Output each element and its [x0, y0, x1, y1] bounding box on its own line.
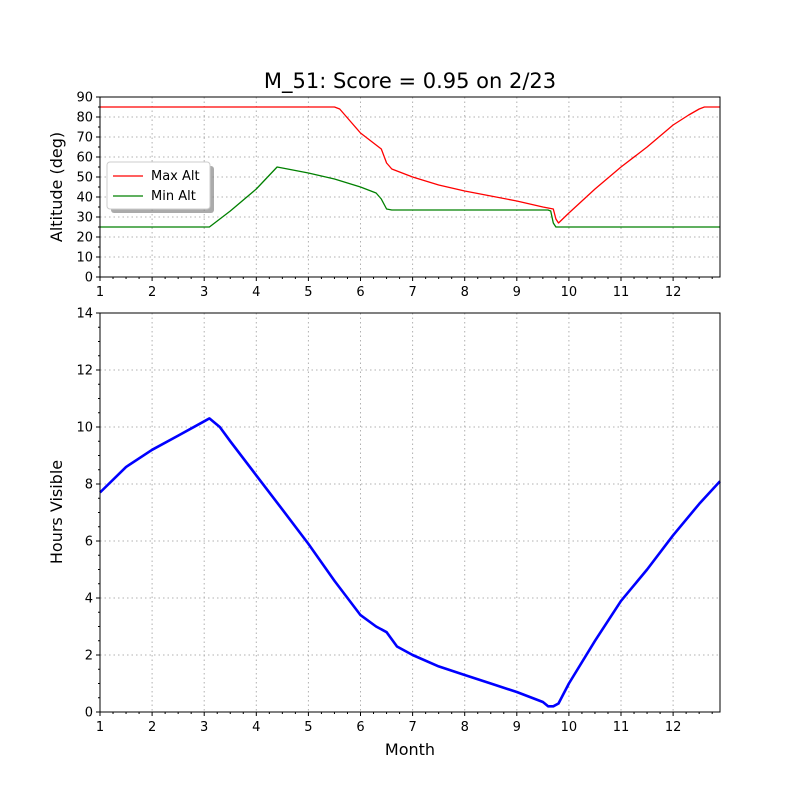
- altitude-line-min-alt: [100, 166, 720, 228]
- hours-plot-frame: [99, 312, 721, 713]
- figure-title: M_51: Score = 0.95 on 2/23: [264, 69, 556, 94]
- hours-x-tick-label: 4: [252, 720, 260, 735]
- hours-x-tick-label: 3: [200, 720, 208, 735]
- altitude-y-tick-label: 30: [76, 211, 93, 226]
- altitude-x-tick-label: 5: [304, 285, 312, 300]
- hours-x-tick-label: 7: [408, 720, 416, 735]
- legend-box: [106, 161, 211, 210]
- hours-y-tick-label: 6: [85, 535, 93, 550]
- legend-label-min-alt: Min Alt: [151, 189, 196, 204]
- altitude-x-tick-label: 4: [252, 285, 260, 300]
- altitude-x-tick-label: 12: [665, 285, 682, 300]
- altitude-legend: Max Alt Min Alt: [106, 161, 214, 213]
- hours-y-tick-label: 10: [76, 421, 93, 436]
- hours-x-tick-label: 5: [304, 720, 312, 735]
- hours-x-tick-label: 9: [513, 720, 521, 735]
- altitude-x-tick-label: 8: [461, 285, 469, 300]
- altitude-x-tick-label: 6: [356, 285, 364, 300]
- hours-x-tick-label: 10: [561, 720, 578, 735]
- altitude-y-tick-label: 70: [76, 131, 93, 146]
- hours-x-tick-label: 1: [96, 720, 104, 735]
- altitude-x-tick-label: 11: [613, 285, 630, 300]
- hours-x-tick-label: 8: [461, 720, 469, 735]
- hours-x-tick-label: 11: [613, 720, 630, 735]
- hours-line-series-0: [99, 417, 721, 708]
- altitude-y-tick-label: 0: [85, 271, 93, 286]
- altitude-x-tick-label: 3: [200, 285, 208, 300]
- altitude-grid: [99, 96, 720, 278]
- altitude-y-tick-label: 80: [76, 111, 93, 126]
- altitude-plot-frame: [99, 96, 721, 278]
- hours-x-tick-label: 6: [356, 720, 364, 735]
- altitude-y-tick-label: 10: [76, 251, 93, 266]
- hours-y-tick-label: 0: [85, 706, 93, 721]
- altitude-x-tick-label: 2: [148, 285, 156, 300]
- hours-grid: [99, 312, 720, 713]
- altitude-y-tick-label: 20: [76, 231, 93, 246]
- altitude-x-tick-label: 7: [408, 285, 416, 300]
- altitude-y-tick-label: 90: [76, 91, 93, 106]
- hours-x-axis-label: Month: [385, 740, 435, 759]
- legend-label-max-alt: Max Alt: [151, 169, 200, 184]
- hours-series: [99, 417, 721, 708]
- hours-y-axis-label: Hours Visible: [47, 460, 66, 564]
- altitude-y-tick-label: 50: [76, 171, 93, 186]
- altitude-y-axis-label: Altitude (deg): [47, 132, 66, 242]
- hours-x-tick-label: 12: [665, 720, 682, 735]
- altitude-x-tick-label: 9: [513, 285, 521, 300]
- hours-y-tick-label: 12: [76, 364, 93, 379]
- hours-y-tick-label: 2: [85, 649, 93, 664]
- altitude-y-tick-label: 40: [76, 191, 93, 206]
- altitude-x-tick-label: 10: [561, 285, 578, 300]
- altitude-x-tick-label: 1: [96, 285, 104, 300]
- altitude-y-tick-label: 60: [76, 151, 93, 166]
- hours-y-tick-label: 14: [76, 307, 93, 322]
- hours-y-tick-label: 4: [85, 592, 93, 607]
- hours-y-tick-label: 8: [85, 478, 93, 493]
- hours-x-tick-label: 2: [148, 720, 156, 735]
- altitude-series: [100, 106, 720, 228]
- altitude-line-max-alt: [100, 106, 720, 224]
